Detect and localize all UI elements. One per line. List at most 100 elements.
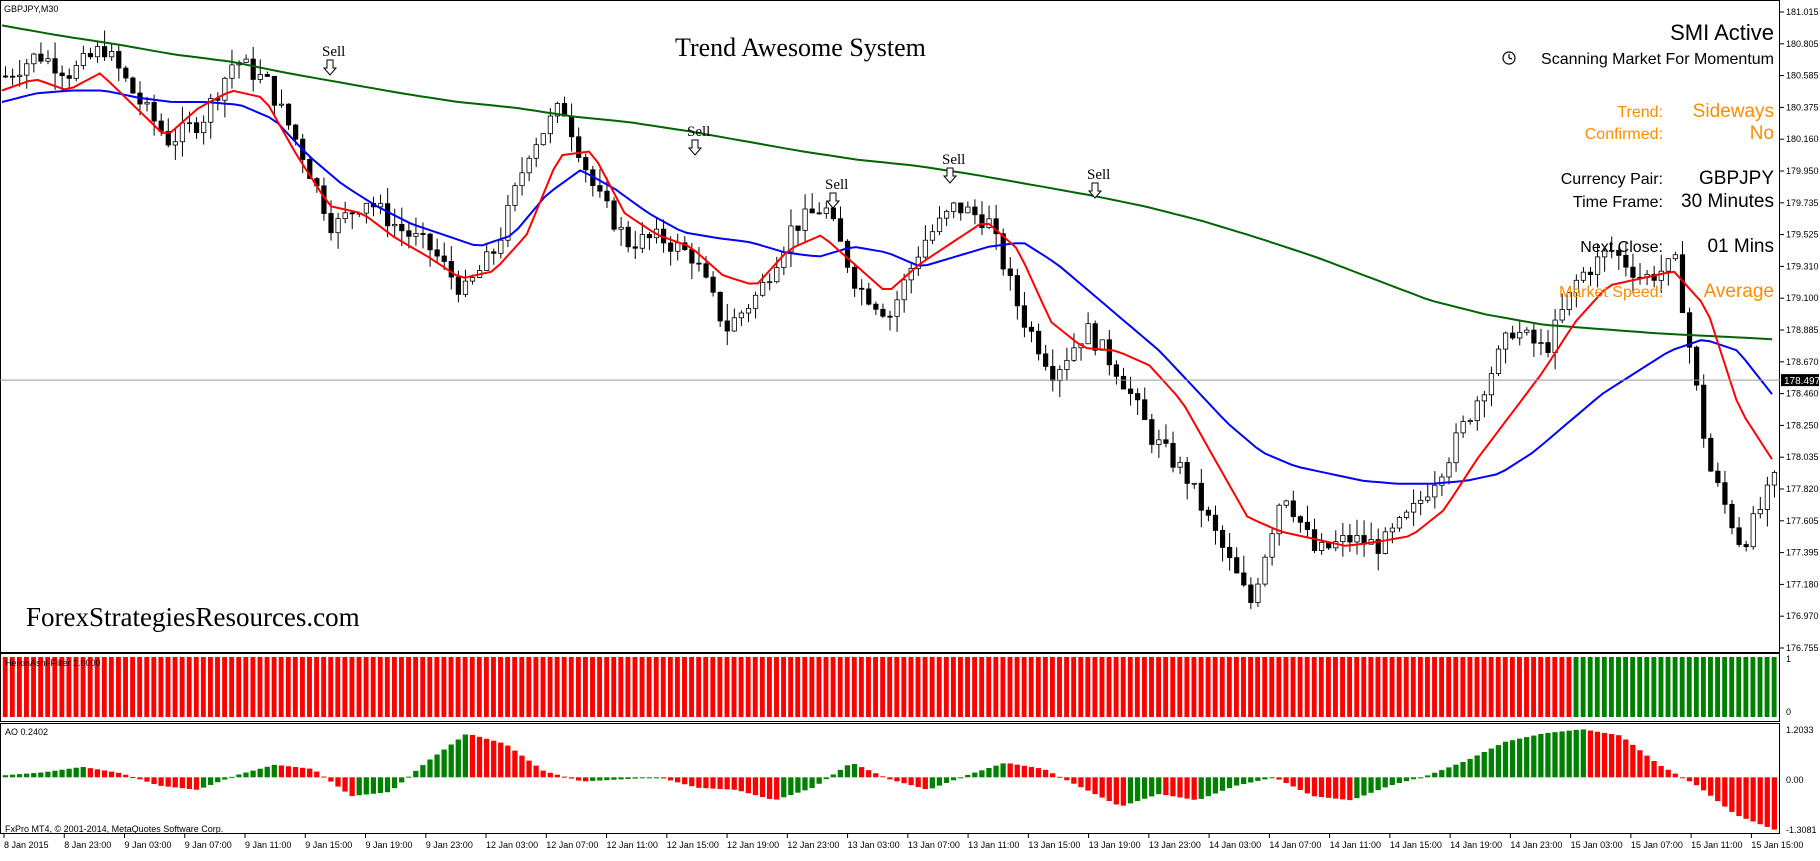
- ao-bar-up: [370, 777, 377, 794]
- ao-bar-down: [1686, 777, 1693, 782]
- bull-candle: [1573, 279, 1579, 293]
- ha-bar-red: [498, 657, 503, 717]
- ha-bar-red: [73, 657, 79, 717]
- time-tick-label: 12 Jan 23:00: [787, 840, 839, 850]
- ao-bar-up: [1467, 758, 1473, 778]
- confirmed-value: No: [1750, 123, 1774, 144]
- ao-bar-down: [908, 777, 914, 786]
- bear-candle: [816, 212, 822, 215]
- ha-bar-red: [774, 657, 779, 717]
- ha-bar-red: [1467, 657, 1473, 717]
- ha-bar-green: [1573, 657, 1579, 717]
- time-tick-label: 13 Jan 19:00: [1089, 840, 1141, 850]
- ha-bar-red: [1191, 657, 1197, 717]
- ha-bar-red: [830, 657, 836, 717]
- ha-bar-red: [858, 657, 864, 717]
- ao-bar-up: [1134, 777, 1141, 802]
- ao-bar-up: [250, 770, 256, 778]
- bull-candle: [186, 122, 193, 125]
- ao-bar-up: [986, 767, 992, 778]
- ha-bar-red: [328, 657, 334, 717]
- bull-candle: [1085, 323, 1091, 345]
- moving-averages-layer: [1, 24, 1773, 547]
- ao-bar-down: [717, 777, 723, 789]
- ao-bar-down: [922, 777, 928, 790]
- bear-candle: [307, 159, 313, 179]
- bull-candle: [1340, 535, 1346, 543]
- bear-candle: [972, 206, 978, 216]
- ha-bar-red: [257, 657, 263, 717]
- ao-bar-down: [116, 772, 122, 778]
- ha-bar-red: [1495, 657, 1501, 717]
- bear-candle: [1135, 393, 1141, 401]
- ao-bar-down: [533, 765, 539, 778]
- ao-bar-down: [1120, 777, 1127, 806]
- ha-bar-red: [1340, 657, 1345, 717]
- ao-bar-up: [236, 774, 242, 778]
- ha-bar-red: [1163, 657, 1169, 717]
- ha-bar-red: [1389, 657, 1395, 717]
- ao-bar-down: [1163, 777, 1169, 796]
- ao-bar-up: [1141, 777, 1148, 799]
- bear-candle: [165, 130, 171, 146]
- price-tick-label: 179.310: [1786, 261, 1819, 271]
- bull-candle: [144, 101, 150, 105]
- ha-bar-red: [16, 657, 22, 717]
- next-close-label: Next Close:: [1580, 239, 1663, 256]
- bull-candle: [738, 312, 745, 319]
- ao-bar-down: [766, 777, 773, 799]
- time-tick-label: 9 Jan 23:00: [426, 840, 473, 850]
- ao-bar-down: [328, 777, 334, 782]
- bull-candle: [201, 121, 207, 134]
- ha-bar-red: [427, 657, 433, 717]
- ao-bar-up: [16, 774, 23, 778]
- ha-bar-red: [965, 657, 970, 717]
- ha-bar-green: [1672, 657, 1678, 717]
- ao-bar-down: [1637, 750, 1643, 778]
- ha-bar-red: [1446, 657, 1452, 717]
- bear-candle: [1219, 530, 1226, 548]
- bull-candle: [1156, 439, 1162, 445]
- ha-bar-red: [710, 657, 716, 717]
- ao-bar-down: [1170, 777, 1176, 797]
- ha-bar-red: [618, 657, 624, 717]
- bull-candle: [1517, 331, 1523, 339]
- bear-candle: [123, 67, 129, 79]
- timeframe-label: Time Frame:: [1573, 194, 1663, 211]
- bull-candle: [462, 280, 469, 295]
- bear-candle: [993, 218, 999, 235]
- ha-bar-red: [802, 657, 808, 717]
- ao-bar-down: [1007, 763, 1013, 778]
- bear-candle: [604, 190, 610, 202]
- ha-bar-green: [1686, 657, 1692, 717]
- bear-candle: [420, 233, 426, 235]
- ha-bar-red: [660, 657, 666, 717]
- ao-bar-down: [575, 777, 582, 781]
- ha-bar-red: [1509, 657, 1515, 717]
- ha-bar-red: [908, 657, 914, 717]
- ao-bar-down: [1113, 777, 1119, 805]
- ao-bar-down: [1014, 764, 1020, 778]
- ao-bar-up: [1212, 777, 1219, 794]
- ao-bar-up: [604, 777, 610, 781]
- bull-candle: [1524, 329, 1530, 333]
- ha-bar-red: [512, 657, 518, 717]
- ao-bar-down: [674, 777, 681, 783]
- ha-bar-green: [1693, 657, 1699, 717]
- ao-bar-down: [1092, 777, 1098, 795]
- ha-bar-red: [1156, 657, 1162, 717]
- ha-bar-red: [165, 657, 171, 717]
- bear-candle: [59, 72, 65, 77]
- ha-bar-red: [979, 657, 985, 717]
- ao-bar-up: [1481, 752, 1487, 778]
- bear-candle: [1651, 273, 1657, 281]
- ha-bar-red: [1552, 657, 1558, 717]
- ha-bar-red: [1425, 657, 1430, 717]
- bear-candle: [1347, 535, 1353, 543]
- ao-bar-down: [519, 755, 525, 778]
- bear-candle: [1184, 462, 1190, 484]
- ao-bar-down: [1771, 777, 1777, 830]
- ha-bar-red: [1347, 657, 1353, 717]
- ha-bar-red: [1375, 657, 1381, 717]
